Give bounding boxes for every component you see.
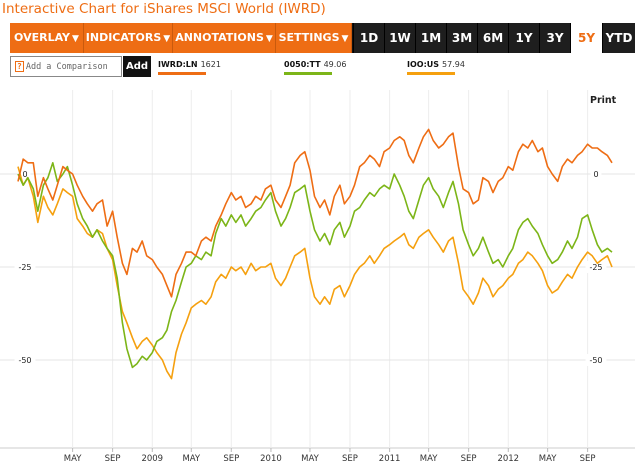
annotations-menu[interactable]: ANNOTATIONS ▼	[173, 23, 276, 53]
legend-swatch	[407, 72, 455, 75]
range-1w-button[interactable]: 1W	[384, 23, 415, 53]
caret-down-icon: ▼	[341, 34, 349, 44]
legend-value: 49.06	[323, 60, 347, 69]
y-tick-label-right: 0	[593, 170, 598, 179]
x-tick-label: SEP	[105, 454, 121, 464]
legend-swatch	[158, 72, 206, 75]
indicators-menu[interactable]: INDICATORS ▼	[84, 23, 173, 53]
caret-down-icon: ▼	[72, 34, 79, 44]
x-tick-label: 2012	[497, 454, 519, 464]
legend-symbol: IOO:US	[407, 60, 440, 69]
comparison-placeholder: Add a Comparison	[25, 62, 108, 72]
legend-swatch	[284, 72, 332, 75]
legend-symbol: IWRD:LN	[158, 60, 198, 69]
y-tick-label-bg	[14, 261, 36, 273]
y-tick-label-left: 0	[22, 170, 27, 179]
x-tick-label: 2010	[260, 454, 282, 464]
x-tick-label: SEP	[223, 454, 239, 464]
x-tick-label: 2009	[141, 454, 163, 464]
range-6m-button[interactable]: 6M	[477, 23, 508, 53]
legend-value: 1621	[200, 60, 221, 69]
series-line-iwrd-ln	[17, 128, 613, 298]
overlay-menu-label: OVERLAY	[14, 31, 71, 44]
y-tick-label-bg	[585, 354, 607, 366]
settings-menu[interactable]: SETTINGS ▼	[276, 23, 352, 53]
x-tick-label: 2011	[379, 454, 401, 464]
help-icon[interactable]: ?	[15, 61, 24, 72]
y-tick-label-right: -25	[589, 263, 602, 272]
caret-down-icon: ▼	[163, 34, 171, 44]
range-1m-button[interactable]: 1M	[415, 23, 446, 53]
x-tick-label: SEP	[580, 454, 596, 464]
x-tick-label: MAY	[64, 454, 82, 464]
caret-down-icon: ▼	[265, 34, 273, 44]
x-tick-label: SEP	[342, 454, 358, 464]
x-tick-label: MAY	[539, 454, 557, 464]
y-tick-label-left: -25	[18, 263, 31, 272]
range-5y-button[interactable]: 5Y	[570, 23, 602, 53]
range-1d-button[interactable]: 1D	[353, 23, 384, 53]
range-3m-button[interactable]: 3M	[446, 23, 477, 53]
x-tick-label: MAY	[301, 454, 319, 464]
range-ytd-button[interactable]: YTD	[602, 23, 635, 53]
y-tick-label-bg	[14, 354, 36, 366]
overlay-menu[interactable]: OVERLAY ▼	[10, 23, 84, 53]
x-tick-label: MAY	[420, 454, 438, 464]
indicators-menu-label: INDICATORS	[85, 31, 162, 44]
page-title: Interactive Chart for iShares MSCI World…	[2, 1, 326, 17]
range-1y-button[interactable]: 1Y	[508, 23, 539, 53]
legend-value: 57.94	[442, 60, 465, 69]
price-chart[interactable]: MAY SEP 2009 MAY SEP 2010 MAY SEP 2011 MAY SEP 2012…	[0, 80, 635, 471]
annotations-menu-label: ANNOTATIONS	[175, 31, 264, 44]
print-link[interactable]: Print	[590, 95, 617, 106]
comparison-input[interactable]: ? Add a Comparison	[10, 56, 122, 77]
range-3y-button[interactable]: 3Y	[539, 23, 570, 53]
x-tick-label: SEP	[461, 454, 477, 464]
series-line-0050-tt	[17, 162, 613, 369]
y-tick-label-bg	[585, 261, 607, 273]
y-tick-label-bg	[19, 168, 31, 180]
y-tick-label-bg	[590, 168, 602, 180]
chart-toolbar: OVERLAY ▼ INDICATORS ▼ ANNOTATIONS ▼ SETTIN…	[10, 23, 635, 53]
legend-symbol: 0050:TT	[284, 60, 321, 69]
settings-menu-label: SETTINGS	[278, 31, 340, 44]
series-line-ioo-us	[17, 166, 613, 380]
y-tick-label-left: -50	[18, 356, 31, 365]
add-comparison-button[interactable]: Add	[123, 56, 151, 77]
legend-item-0050[interactable]: 0050:TT 49.06	[284, 60, 347, 75]
legend-item-ioo[interactable]: IOO:US 57.94	[407, 60, 465, 75]
legend-item-iwrd[interactable]: IWRD:LN 1621	[158, 60, 221, 75]
y-tick-label-right: -50	[589, 356, 602, 365]
x-tick-label: MAY	[182, 454, 200, 464]
